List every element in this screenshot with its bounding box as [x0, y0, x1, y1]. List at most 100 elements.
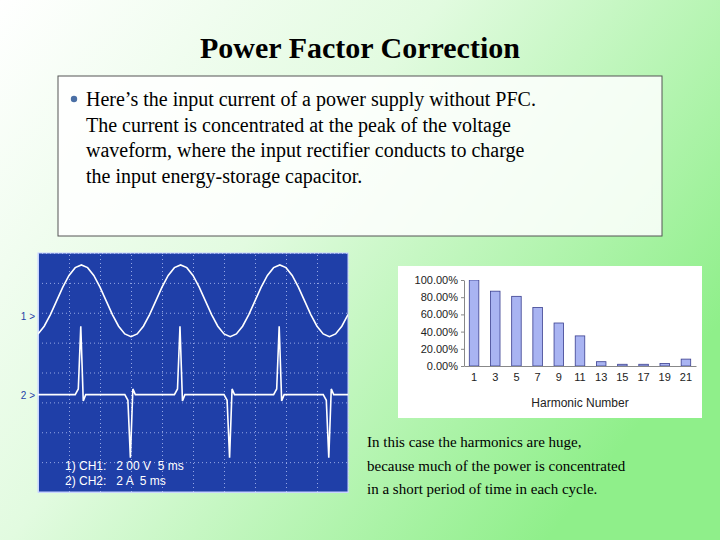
x-tick-label: 11 [574, 371, 585, 383]
y-tick-mark [461, 297, 464, 298]
x-tick: 17 [637, 371, 649, 383]
bullet-line: waveform, where the input rectifier cond… [86, 139, 524, 162]
y-tick [38, 313, 348, 314]
y-tick-label: 0.00% [427, 360, 458, 372]
bar [596, 362, 606, 366]
y-tick-mark [461, 349, 464, 350]
y-tick-mark [461, 366, 464, 367]
y-tick [38, 343, 348, 344]
x-tick: 5 [513, 371, 519, 383]
x-axis: 13579111315171921 [465, 367, 697, 384]
caption-line: In this case the harmonics are huge, [367, 434, 582, 450]
trace [38, 326, 348, 457]
y-tick [38, 283, 348, 284]
x-grid-line [69, 253, 70, 492]
x-tick: 3 [492, 371, 498, 383]
bar [512, 296, 522, 366]
bars [469, 280, 690, 366]
x-axis [39, 253, 349, 493]
y-tick-mark [461, 332, 464, 333]
x-tick [224, 253, 225, 492]
x-tick-label: 19 [659, 371, 671, 383]
y-tick-label: 100.00% [415, 274, 459, 286]
x-tick-label: 21 [680, 371, 692, 383]
x-tick-label: 5 [513, 371, 519, 383]
traces [38, 265, 348, 458]
y-tick: 20.00% [421, 343, 464, 355]
bar [469, 280, 479, 366]
x-tick: 13 [595, 371, 607, 383]
x-axis-line [465, 366, 697, 367]
channel-marker: 2 > [21, 390, 35, 401]
scope: 1) CH1: 2 00 V 5 ms2) CH2: 2 A 5 ms 1 > 2 … [21, 253, 349, 493]
y-grid-line [38, 373, 348, 374]
x-tick-label: 13 [595, 371, 607, 383]
x-grid-line [317, 253, 318, 492]
x-tick [69, 253, 70, 492]
y-axis-line [464, 281, 465, 367]
x-tick-label: 15 [616, 371, 628, 383]
x-tick: 1 [471, 371, 477, 383]
y-axis: 0.00% 20.00% 40.00% 60.00% 80.00% 100.00% [415, 274, 465, 372]
y-tick: 40.00% [421, 326, 464, 338]
x-grid-line [193, 253, 194, 492]
title: Power Factor Correction [200, 31, 520, 64]
x-tick-label: 17 [637, 371, 649, 383]
bar [639, 364, 649, 366]
x-tick [193, 253, 194, 492]
x-tick [317, 253, 318, 492]
x-axis-title: Harmonic Number [531, 396, 628, 410]
x-tick-label: 1 [471, 371, 477, 383]
y-grid-line [38, 343, 348, 344]
y-axis [38, 254, 348, 493]
y-tick-mark [461, 314, 464, 315]
bar [490, 291, 500, 366]
bar [554, 323, 564, 366]
x-tick [255, 253, 256, 492]
caption-line: in a short period of time in each cycle. [367, 481, 597, 497]
x-tick-label: 9 [556, 371, 562, 383]
scope-frame [38, 253, 348, 492]
y-tick-label: 20.00% [421, 343, 459, 355]
x-tick: 9 [556, 371, 562, 383]
chart-panel [398, 266, 702, 418]
caption-line: because much of the power is concentrate… [367, 458, 626, 474]
y-tick: 0.00% [427, 360, 464, 372]
x-tick-label: 3 [492, 371, 498, 383]
scope-screen [38, 253, 348, 492]
background [0, 0, 720, 540]
x-tick: 19 [659, 371, 671, 383]
y-tick [38, 432, 348, 433]
bullet-box [58, 76, 662, 236]
bar [575, 336, 585, 366]
x-tick: 15 [616, 371, 628, 383]
x-tick: 21 [680, 371, 692, 383]
legend-entry: 1) CH1: 2 00 V 5 ms [65, 459, 184, 473]
slide: Power Factor Correction Here’s the input … [0, 0, 720, 540]
x-tick: 7 [535, 371, 541, 383]
x-grid-line [255, 253, 256, 492]
bullet-dot [71, 96, 77, 102]
y-grid-line [38, 402, 348, 403]
legend-entry: 2) CH2: 2 A 5 ms [65, 474, 166, 488]
bar [660, 363, 670, 366]
bar [533, 308, 543, 366]
y-tick: 80.00% [421, 291, 464, 303]
bullet-line: the input energy-storage capacitor. [86, 165, 362, 188]
y-tick-label: 60.00% [421, 308, 459, 320]
y-tick-mark [461, 280, 464, 281]
y-tick [38, 402, 348, 403]
trace [38, 265, 348, 337]
y-grid-line [38, 313, 348, 314]
x-grid-line [224, 253, 225, 492]
y-grid-line [38, 283, 348, 284]
y-tick: 100.00% [415, 274, 464, 286]
y-tick-label: 40.00% [421, 326, 459, 338]
harmonic-chart: 0.00%20.00%40.00%60.00%80.00%100.00%1357… [398, 266, 702, 418]
y-grid-line [38, 432, 348, 433]
channel-marker: 1 > [21, 311, 35, 322]
bullet-line: Here’s the input current of a power supp… [86, 88, 536, 111]
x-tick-label: 7 [535, 371, 541, 383]
y-tick: 60.00% [421, 308, 464, 320]
y-tick [38, 373, 348, 374]
